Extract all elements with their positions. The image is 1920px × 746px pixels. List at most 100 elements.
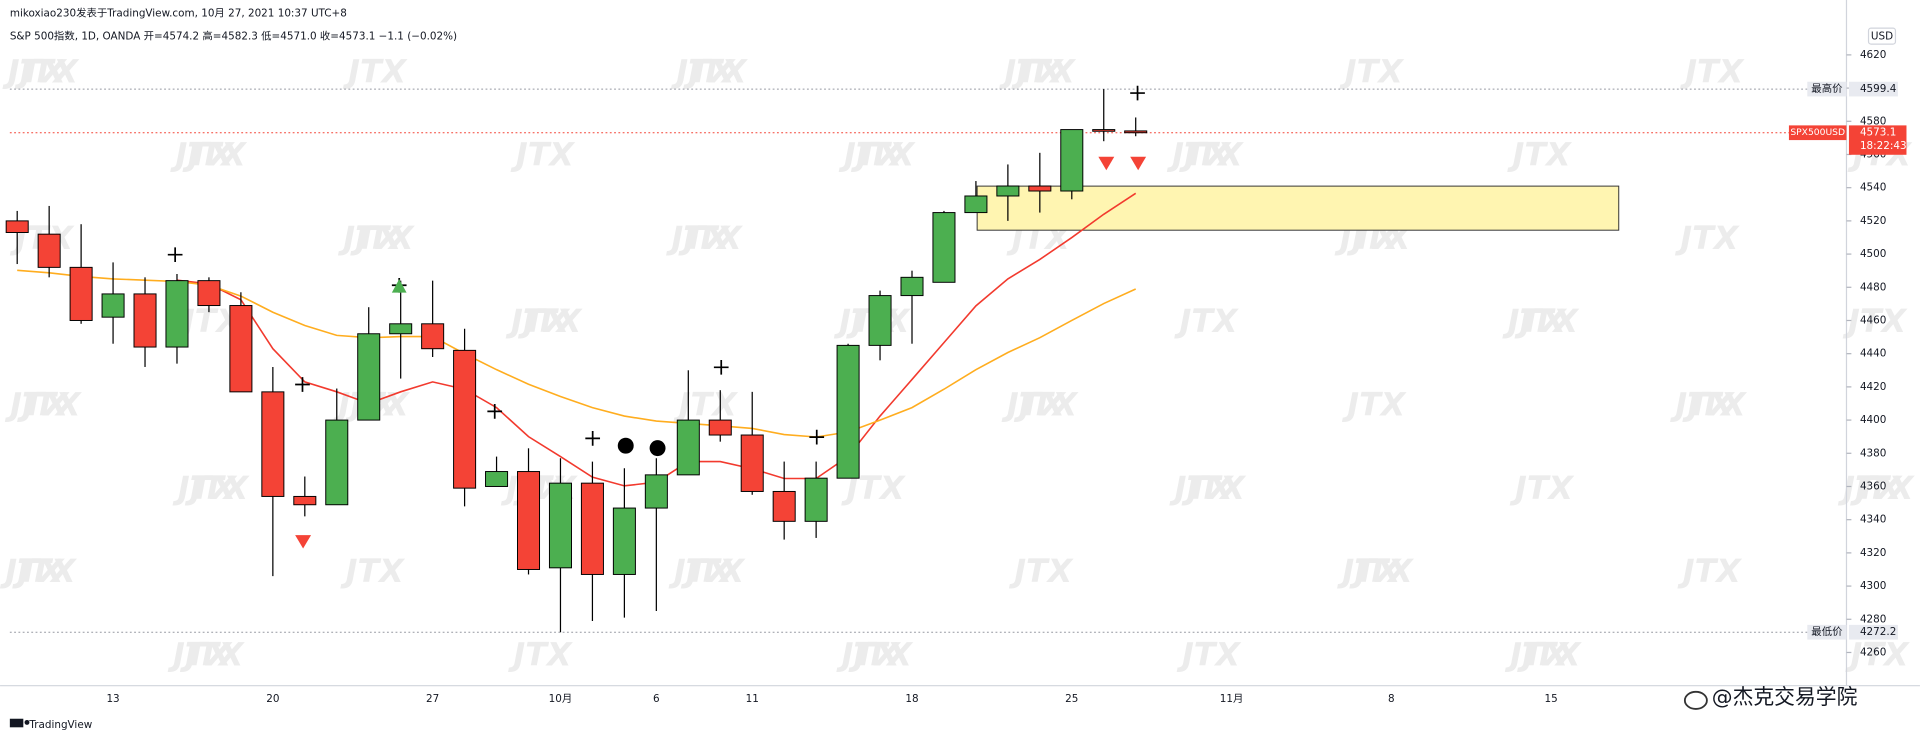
x-tick-label: 11月 <box>1220 693 1244 705</box>
watermark: JTX <box>179 635 245 673</box>
cross-marker <box>809 429 825 445</box>
watermark: JTX <box>1008 552 1074 590</box>
last-value-box <box>1848 125 1907 155</box>
candle-body <box>868 295 892 346</box>
watermark: JTX <box>1507 136 1573 174</box>
candle-body <box>932 212 956 283</box>
candle-body <box>836 344 860 479</box>
watermark: JTX <box>172 469 238 507</box>
symbol-line: S&P 500指数, 1D, OANDA 开=4574.2 高=4582.3 低… <box>10 30 457 43</box>
y-tick-label: 4620 <box>1860 49 1886 61</box>
watermark: JTX <box>510 136 576 174</box>
plot <box>5 88 1847 633</box>
watermark: JTX <box>349 219 415 257</box>
currency: USD <box>1871 31 1893 43</box>
x-tick-label: 25 <box>1065 693 1078 705</box>
watermark: JTX <box>673 386 739 424</box>
y-tick-label: 4540 <box>1860 182 1886 194</box>
dot-marker <box>617 437 634 454</box>
candle-body <box>1028 185 1052 192</box>
down-triangle <box>1098 156 1115 171</box>
y-tick-label: 4480 <box>1860 281 1886 293</box>
candle-body <box>740 434 764 492</box>
watermark: JTX <box>1181 469 1247 507</box>
watermark: JTX <box>1176 635 1242 673</box>
watermark: JTX <box>1844 635 1910 673</box>
y-tick-label: 4260 <box>1860 646 1886 658</box>
symbol-label: SPX500USD <box>1790 127 1845 138</box>
author-line: mikoxiao230发表于TradingView.com, 10月 27, 2… <box>10 6 347 19</box>
watermark: JTX <box>1169 469 1235 507</box>
down-triangle <box>1130 156 1147 171</box>
candle-body <box>612 507 636 575</box>
candle-body <box>1124 130 1148 134</box>
x-tick-label: 20 <box>266 693 279 705</box>
watermark: JTX <box>1514 302 1580 340</box>
x-tick-label: 18 <box>905 693 918 705</box>
watermark: JTX <box>670 52 736 90</box>
y-tick-label: 4280 <box>1860 613 1886 625</box>
y-tick-label: 4500 <box>1860 248 1886 260</box>
x-tick-label: 13 <box>106 693 119 705</box>
watermark: JTX <box>1349 552 1415 590</box>
y-tick-label: 4360 <box>1860 480 1886 492</box>
candle-body <box>325 419 349 506</box>
watermark: JTX <box>680 552 746 590</box>
watermark: JTX <box>668 552 734 590</box>
cross-marker <box>713 359 729 375</box>
y-tick-label: 4340 <box>1860 514 1886 526</box>
watermark: JTX <box>0 552 65 590</box>
cross-marker <box>487 404 503 419</box>
watermark: JTX <box>342 52 408 90</box>
watermark: JTX <box>1001 386 1067 424</box>
candle-body <box>964 195 988 214</box>
cross-marker <box>167 247 183 263</box>
watermark: JTX <box>850 136 916 174</box>
watermark: JTX <box>1842 302 1908 340</box>
candle-body <box>517 471 541 570</box>
watermark: JTX <box>16 386 82 424</box>
watermark: JTX <box>1502 302 1568 340</box>
price-label-box <box>1807 624 1847 640</box>
candle-body <box>389 323 413 335</box>
dot-marker <box>649 440 666 457</box>
watermark: JTX <box>184 469 250 507</box>
watermark: JTX <box>167 635 233 673</box>
watermark: JTX <box>169 136 235 174</box>
watermark: JTX <box>517 302 583 340</box>
y-tick-label: 4320 <box>1860 547 1886 559</box>
up-triangle <box>391 279 407 293</box>
watermark: JTX <box>678 219 744 257</box>
watermark: JTX <box>2 52 68 90</box>
down-triangle <box>295 535 312 549</box>
x-tick-label: 8 <box>1388 693 1395 705</box>
symbol-box <box>1788 125 1847 141</box>
watermark: JTX <box>836 635 902 673</box>
watermark: JTX <box>1178 136 1244 174</box>
tv-logo <box>9 718 30 728</box>
watermark: JTX <box>1674 219 1740 257</box>
watermark: JTX <box>1504 635 1570 673</box>
markers <box>167 85 1145 446</box>
candle-body <box>357 333 381 421</box>
candle-body <box>580 482 604 575</box>
currency-box <box>1867 27 1897 45</box>
y-tick-label: 4420 <box>1860 381 1886 393</box>
watermark: JTX <box>14 52 80 90</box>
watermark: JTX <box>340 552 406 590</box>
cross-marker <box>585 430 601 446</box>
watermark: JTX <box>507 635 573 673</box>
watermark: JTX <box>1011 52 1077 90</box>
candle-body <box>453 349 477 489</box>
watermark: JTX <box>683 52 749 90</box>
watermark: JTX <box>1336 552 1402 590</box>
brand: @杰克交易学院 <box>1712 685 1858 709</box>
y-tick-label: 4460 <box>1860 314 1886 326</box>
candle-body <box>708 419 732 436</box>
watermark: JTX <box>1669 386 1735 424</box>
candle-body <box>1060 129 1084 192</box>
price-label: 最高价 <box>1811 82 1843 95</box>
y-tick-label: 4380 <box>1860 447 1886 459</box>
price-value: 4599.4 <box>1860 83 1897 95</box>
